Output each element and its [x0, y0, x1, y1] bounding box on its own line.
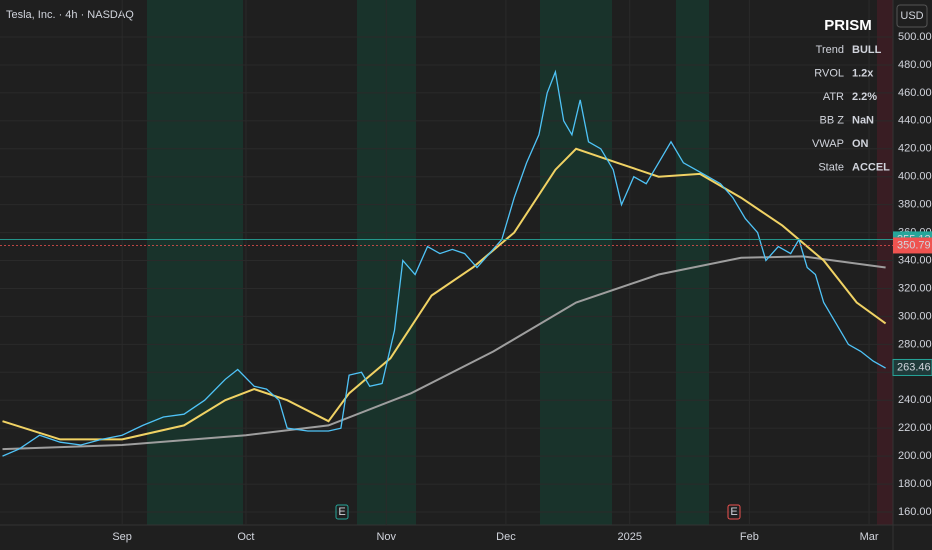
panel-key: ATR — [823, 91, 844, 103]
y-tick-label: 200.00 — [898, 450, 932, 462]
panel-key: RVOL — [814, 67, 844, 79]
y-tick-label: 500.00 — [898, 31, 932, 43]
panel-value: 1.2x — [852, 67, 874, 79]
x-tick-label: Mar — [860, 531, 879, 543]
y-tick-label: 280.00 — [898, 338, 932, 350]
price-tag-label: 350.79 — [897, 239, 931, 251]
lines — [0, 69, 893, 457]
bull-zone — [676, 0, 709, 525]
x-tick-label: 2025 — [617, 531, 641, 543]
bull-zone — [147, 0, 243, 525]
y-tick-label: 180.00 — [898, 478, 932, 490]
panel-rows: Trend BULL RVOL 1.2x ATR 2.2% BB Z NaN VWAP ON Sta… — [812, 44, 890, 174]
panel-key: State — [818, 161, 844, 173]
bull-zone — [540, 0, 612, 525]
earnings-label: E — [338, 506, 345, 518]
panel-value: ON — [852, 138, 869, 150]
y-tick-label: 460.00 — [898, 87, 932, 99]
labels: 160.00180.00200.00220.00240.00260.00280.… — [112, 31, 932, 543]
x-tick-label: Nov — [376, 531, 396, 543]
x-tick-label: Feb — [740, 531, 759, 543]
price-tag — [892, 358, 932, 376]
price-line — [2, 255, 886, 451]
currency[interactable]: USD — [900, 10, 923, 22]
symbol-title: Tesla, Inc. · 4h · NASDAQ — [6, 9, 134, 21]
panel-value: BULL — [852, 44, 882, 56]
y-tick-label: 240.00 — [898, 394, 932, 406]
y-tick-label: 400.00 — [898, 171, 932, 183]
y-tick-label: 300.00 — [898, 310, 932, 322]
grid — [0, 0, 893, 525]
bear-zone — [877, 0, 893, 525]
panel-key: BB Z — [820, 114, 845, 126]
x-tick-label: Oct — [237, 531, 254, 543]
panel-key: VWAP — [812, 138, 844, 150]
price-line — [2, 147, 887, 441]
earnings-marker — [335, 504, 349, 520]
y-tick-label: 160.00 — [898, 506, 932, 518]
panel-value: NaN — [852, 114, 874, 126]
prism-panel: PRISM — [824, 17, 872, 34]
price-tag — [893, 237, 932, 254]
price-line — [2, 69, 886, 457]
panel-title: PRISM — [824, 17, 872, 34]
earnings-marker — [727, 504, 741, 520]
x-tick-label: Dec — [496, 531, 516, 543]
y-tick-label: 420.00 — [898, 143, 932, 155]
panel-value: 2.2% — [852, 91, 877, 103]
y-tick-label: 440.00 — [898, 115, 932, 127]
x-tick-label: Sep — [112, 531, 132, 543]
y-tick-label: 480.00 — [898, 59, 932, 71]
y-tick-label: 320.00 — [898, 282, 932, 294]
earnings-label: E — [730, 506, 737, 518]
currency-button[interactable] — [896, 4, 928, 28]
y-tick-label: 380.00 — [898, 199, 932, 211]
panel-key: Trend — [816, 44, 844, 56]
y-tick-label: 220.00 — [898, 422, 932, 434]
panel-value: ACCEL — [852, 161, 890, 173]
price-tag-label: 263.46 — [897, 361, 931, 373]
y-tick-label: 340.00 — [898, 254, 932, 266]
